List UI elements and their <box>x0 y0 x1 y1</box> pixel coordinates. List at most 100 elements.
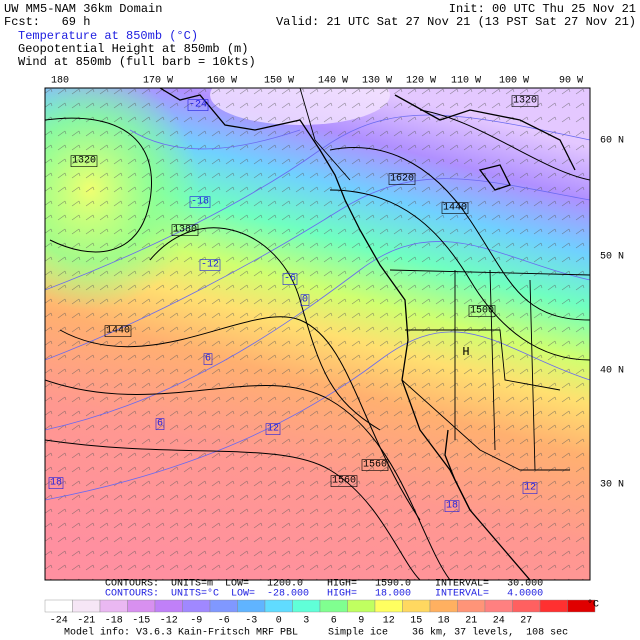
colorbar-swatch <box>72 599 101 613</box>
colorbar-swatch <box>182 599 211 613</box>
colorbar-label: 27 <box>520 616 532 627</box>
footer: CONTOURS: UNITS=m LOW= 1200.0 HIGH= 1590… <box>44 579 599 639</box>
coastlines <box>159 88 576 580</box>
longitude-label: 170 W <box>143 76 173 87</box>
colorbar-swatch <box>567 599 596 613</box>
longitude-label: 130 W <box>362 76 392 87</box>
temp-contour-info: CONTOURS: UNITS=°C LOW= -28.000 HIGH= 18… <box>105 588 543 600</box>
temperature-label-box <box>48 477 64 489</box>
height-contour-info: CONTOURS: UNITS=m LOW= 1200.0 HIGH= 1590… <box>105 579 543 590</box>
height-label-box <box>330 475 358 487</box>
height-label-box <box>171 224 199 236</box>
model-info: Model info: V3.6.3 Kain-Fritsch MRF PBL … <box>64 627 568 639</box>
longitude-label: 180 <box>51 76 69 87</box>
temperature-label: -6 <box>284 274 296 285</box>
colorbar-swatch <box>402 599 431 613</box>
colorbar-label: 6 <box>331 616 337 627</box>
colorbar-label: 3 <box>303 616 309 627</box>
longitude-label: 150 W <box>264 76 294 87</box>
field-name: Temperature at 850mb (°C) <box>18 29 198 43</box>
height-contours <box>45 109 590 580</box>
height-label-box <box>441 202 469 214</box>
height-label: 1500 <box>470 306 494 317</box>
forecast-hour: Fcst: 69 h <box>4 15 90 29</box>
colorbar-swatch <box>154 599 183 613</box>
height-label: 1560 <box>332 476 356 487</box>
temperature-label: -12 <box>201 260 219 271</box>
colorbar-swatch <box>347 599 376 613</box>
field-name: Geopotential Height at 850mb (m) <box>18 42 248 56</box>
colorbar-label: -21 <box>77 616 95 627</box>
map-frame <box>44 87 591 581</box>
height-label-box <box>388 173 416 185</box>
colorbar-swatch <box>539 599 568 613</box>
colorbar-label: 0 <box>276 616 282 627</box>
colorbar-swatch <box>292 599 321 613</box>
temperature-label-box <box>265 423 281 435</box>
colorbar-swatch <box>127 599 156 613</box>
map <box>45 88 590 580</box>
temperature-label-box <box>444 500 460 512</box>
header: UW MM5-NAM 36km Domain Init: 00 UTC Thu … <box>4 2 636 69</box>
longitude-label: 160 W <box>207 76 237 87</box>
colorbar-label: 21 <box>465 616 477 627</box>
latitude-label: 50 N <box>600 252 624 263</box>
height-label-box <box>104 325 132 337</box>
colorbar-label: 9 <box>358 616 364 627</box>
colorbar-swatch <box>319 599 348 613</box>
colorbar-swatch <box>457 599 486 613</box>
colorbar-swatch <box>209 599 238 613</box>
colorbar-swatch <box>99 599 128 613</box>
temperature-label-box <box>199 259 221 271</box>
colorbar-unit: °C <box>587 599 599 611</box>
init-time: Init: 00 UTC Thu 25 Nov 21 <box>449 2 636 16</box>
height-label: 1380 <box>173 225 197 236</box>
colorbar-label: -24 <box>50 616 68 627</box>
longitude-label: 140 W <box>318 76 348 87</box>
longitude-label: 100 W <box>499 76 529 87</box>
height-label: 1440 <box>443 203 467 214</box>
temperature-label: 0 <box>302 295 308 306</box>
latitude-label: 60 N <box>600 136 624 147</box>
height-label: 1560 <box>363 460 387 471</box>
colorbar-label: -18 <box>105 616 123 627</box>
temperature-label: 12 <box>524 483 536 494</box>
longitude-label: 90 W <box>559 76 583 87</box>
colorbar-label: -6 <box>218 616 230 627</box>
height-label: 1440 <box>106 326 130 337</box>
temperature-label-box <box>282 273 298 285</box>
map-labels: 180 170 W 160 W 150 W 140 W 130 W 120 W 110 W 10… <box>48 76 624 512</box>
temperature-label: -18 <box>191 197 209 208</box>
colorbar-label: -15 <box>132 616 150 627</box>
colorbar-label: 24 <box>493 616 505 627</box>
temperature-label: 18 <box>446 501 458 512</box>
field-name: Wind at 850mb (full barb = 10kts) <box>18 55 256 69</box>
temperature-label-box <box>300 294 310 306</box>
height-label-box <box>361 459 389 471</box>
temperature-label: 6 <box>205 354 211 365</box>
colorbar-label: -3 <box>245 616 257 627</box>
colorbar-swatch <box>237 599 266 613</box>
wind-barbs <box>45 88 590 580</box>
colorbar-label: 18 <box>438 616 450 627</box>
colorbar-label: 15 <box>410 616 422 627</box>
colorbar-swatch <box>484 599 513 613</box>
temperature-label: -24 <box>189 100 207 111</box>
colorbar-swatch <box>264 599 293 613</box>
temperature-label-box <box>522 482 538 494</box>
colorbar-swatch <box>429 599 458 613</box>
temperature-label-box <box>203 353 213 365</box>
colorbar: -24 -21 -18 -15 -12 -9 -6 -3 0 3 6 9 12 15 18 21 24 27 °C <box>44 599 599 627</box>
high-label: H <box>462 345 469 359</box>
longitude-label: 110 W <box>451 76 481 87</box>
colorbar-label: 12 <box>383 616 395 627</box>
height-label-box <box>70 155 98 167</box>
temperature-label-box <box>189 196 211 208</box>
colorbar-swatch <box>44 599 73 613</box>
height-label: 1320 <box>72 156 96 167</box>
valid-time: Valid: 21 UTC Sat 27 Nov 21 (13 PST Sat … <box>276 15 636 29</box>
colorbar-label: -9 <box>190 616 202 627</box>
height-label-box <box>511 95 539 107</box>
temperature-label-box <box>187 99 209 111</box>
